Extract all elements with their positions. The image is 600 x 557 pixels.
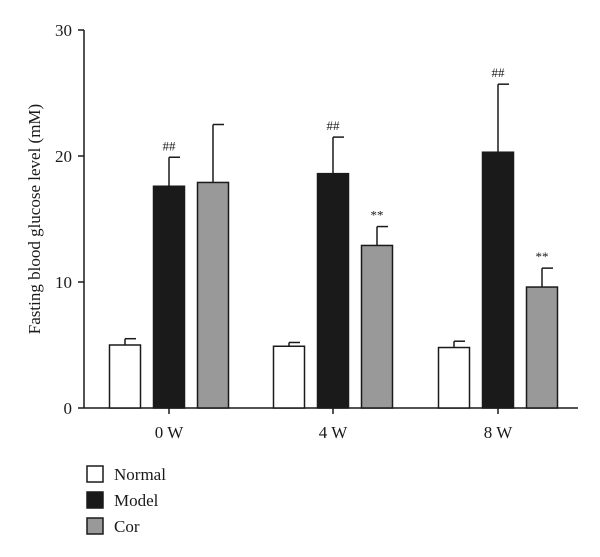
y-ticks: 0 10 20 30 [55, 21, 84, 418]
y-tick-label: 20 [55, 147, 72, 166]
bar-normal [108, 344, 142, 409]
y-tick-label: 30 [55, 21, 72, 40]
legend-label: Cor [114, 517, 140, 536]
legend-label: Model [114, 491, 159, 510]
y-tick-label: 10 [55, 273, 72, 292]
bar-cor [196, 181, 230, 409]
bar-model [316, 172, 350, 409]
significance-label: ## [492, 65, 506, 80]
bar-normal [272, 345, 306, 409]
y-axis-title: Fasting blood glucose level (mM) [25, 104, 44, 334]
significance-label: ## [163, 138, 177, 153]
legend-label: Normal [114, 465, 166, 484]
x-category-label: 8 W [484, 423, 513, 442]
bars-group: ## ## ** ## ** [108, 65, 559, 409]
bar-cor [360, 244, 394, 409]
x-categories: 0 W 4 W 8 W [155, 408, 513, 442]
legend-swatch-model [86, 491, 104, 509]
bar-model [152, 185, 186, 409]
x-category-label: 0 W [155, 423, 184, 442]
legend-swatch-cor [86, 517, 104, 535]
significance-label: ## [327, 118, 341, 133]
bar-cor [525, 286, 559, 409]
significance-label: ** [536, 249, 549, 264]
legend-swatch-normal [86, 465, 104, 483]
x-category-label: 4 W [319, 423, 348, 442]
bar-normal [437, 346, 471, 409]
legend: Normal Model Cor [86, 465, 166, 536]
y-tick-label: 0 [64, 399, 73, 418]
significance-label: ** [371, 208, 384, 223]
bar-model [481, 151, 515, 409]
